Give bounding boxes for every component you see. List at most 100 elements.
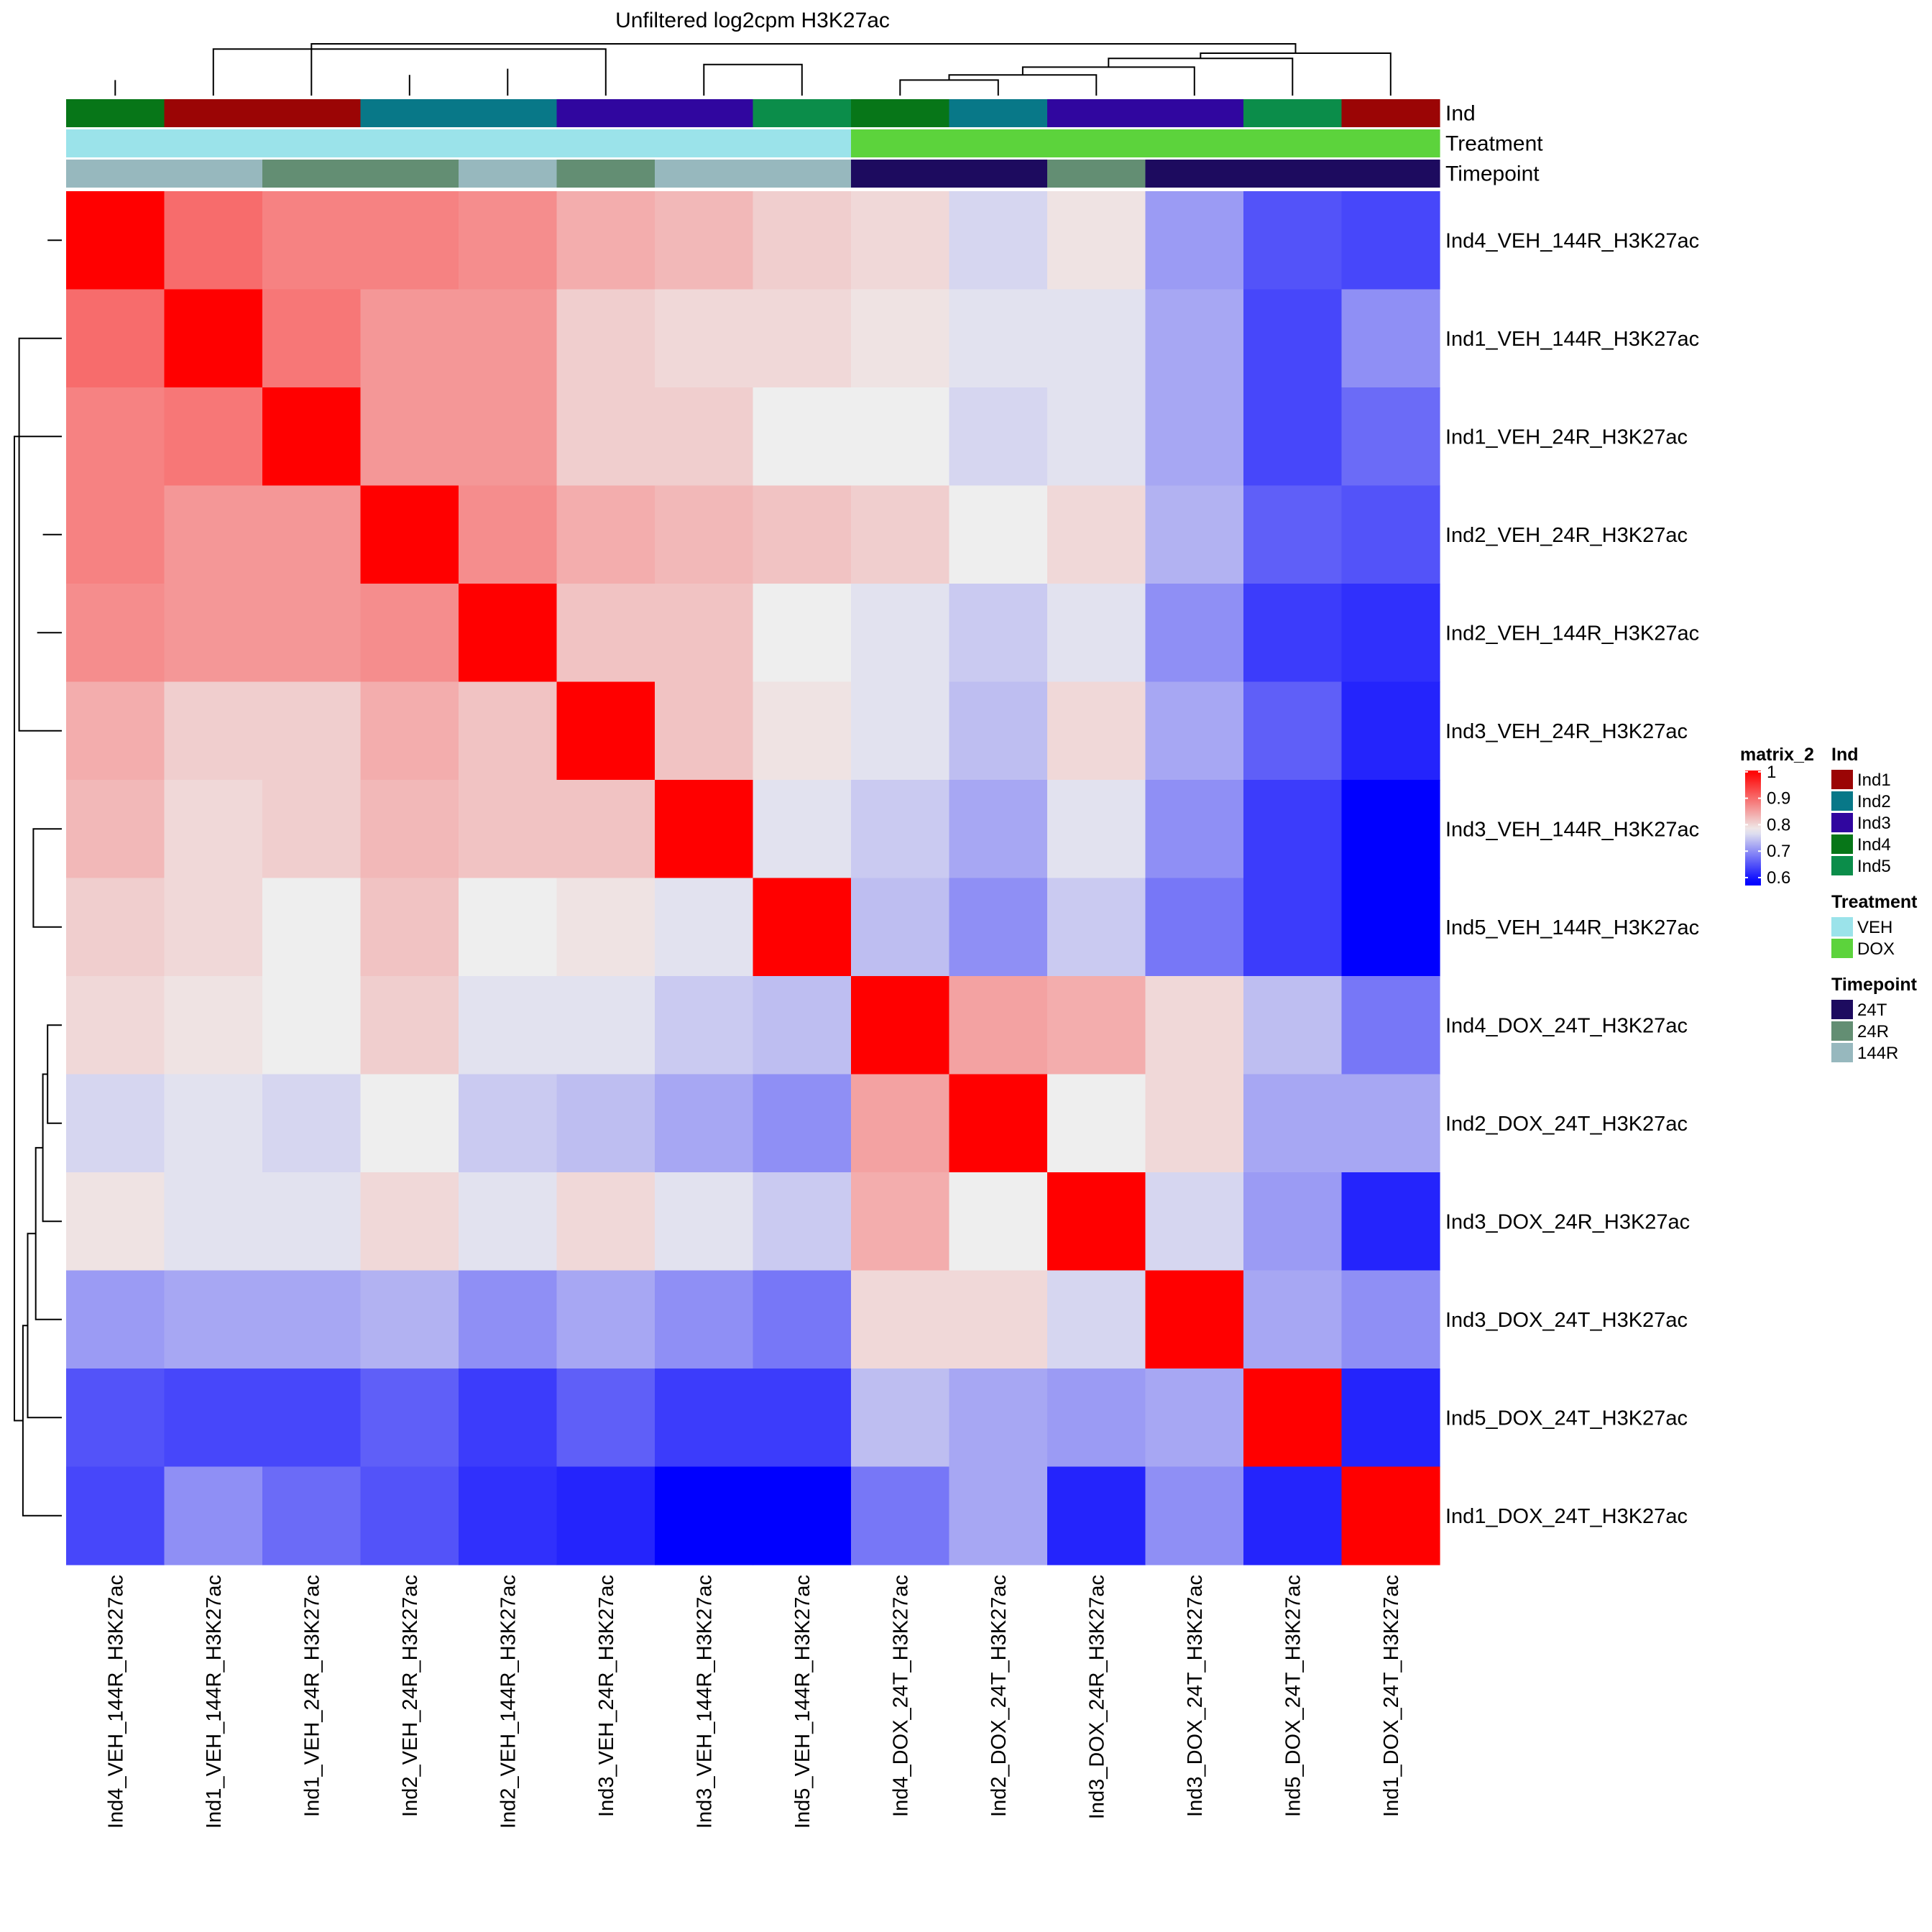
heatmap-cell-2-3 <box>360 387 459 487</box>
heatmap-cell-2-1 <box>164 387 263 487</box>
heatmap-cell-9-3 <box>360 1074 459 1173</box>
heatmap-cell-6-1 <box>164 780 263 879</box>
heatmap-cell-2-5 <box>556 387 656 487</box>
legend-swatch <box>1831 770 1853 789</box>
color-scale-tick-label: 0.7 <box>1767 842 1790 861</box>
heatmap-cell-3-0 <box>66 485 165 584</box>
annotation-treatment-cell <box>164 129 263 157</box>
heatmap-cell-1-7 <box>753 289 852 388</box>
heatmap-cell-10-2 <box>262 1172 362 1271</box>
heatmap-cell-8-6 <box>655 976 754 1075</box>
heatmap-cell-3-3 <box>360 485 459 584</box>
heatmap-cell-10-6 <box>655 1172 754 1271</box>
annotation-treatment-cell <box>360 129 459 157</box>
heatmap-cell-5-7 <box>753 681 852 781</box>
heatmap-cell-0-8 <box>851 191 950 290</box>
heatmap-cell-12-12 <box>1243 1368 1343 1468</box>
heatmap-cell-10-7 <box>753 1172 852 1271</box>
heatmap-cell-3-5 <box>556 485 656 584</box>
heatmap-cell-5-8 <box>851 681 950 781</box>
annotation-treatment-cell <box>851 129 950 157</box>
column-label: Ind4_DOX_24T_H3K27ac <box>889 1575 912 1817</box>
annotation-ind-cell <box>1047 99 1146 127</box>
heatmap-cell-10-8 <box>851 1172 950 1271</box>
heatmap-cell-11-5 <box>556 1270 656 1369</box>
heatmap-cell-6-5 <box>556 780 656 879</box>
annotation-treatment-cell <box>1145 129 1244 157</box>
row-label: Ind2_DOX_24T_H3K27ac <box>1445 1113 1688 1136</box>
dendrogram-branch <box>1200 52 1392 96</box>
legend-title: Ind <box>1831 745 1859 765</box>
heatmap-cell-1-9 <box>949 289 1048 388</box>
row-label: Ind3_VEH_144R_H3K27ac <box>1445 818 1699 841</box>
heatmap-cell-0-4 <box>459 191 558 290</box>
heatmap-cell-13-7 <box>753 1466 852 1565</box>
heatmap-cell-9-12 <box>1243 1074 1343 1173</box>
heatmap-cell-8-3 <box>360 976 459 1075</box>
annotation-timepoint-cell <box>360 160 459 188</box>
heatmap-cell-1-11 <box>1145 289 1244 388</box>
heatmap-cell-9-2 <box>262 1074 362 1173</box>
annotation-treatment-cell <box>1341 129 1440 157</box>
column-label: Ind3_VEH_144R_H3K27ac <box>693 1575 716 1828</box>
heatmap-cell-11-8 <box>851 1270 950 1369</box>
heatmap-cell-5-4 <box>459 681 558 781</box>
annotation-treatment-cell <box>753 129 852 157</box>
annotation-treatment-cell <box>556 129 656 157</box>
heatmap-cell-7-9 <box>949 878 1048 977</box>
heatmap-cell-11-12 <box>1243 1270 1343 1369</box>
heatmap-cell-12-4 <box>459 1368 558 1468</box>
heatmap-cell-5-0 <box>66 681 165 781</box>
color-scale-tick-label: 0.6 <box>1767 868 1790 888</box>
color-scale-tick-label: 1 <box>1767 763 1776 782</box>
heatmap-cell-3-2 <box>262 485 362 584</box>
heatmap-cell-1-13 <box>1341 289 1440 388</box>
color-scale-title: matrix_2 <box>1740 745 1814 765</box>
heatmap-cell-7-0 <box>66 878 165 977</box>
annotation-timepoint-cell <box>66 160 165 188</box>
annotation-ind-cell <box>164 99 263 127</box>
heatmap-cell-10-0 <box>66 1172 165 1271</box>
heatmap-cell-6-13 <box>1341 780 1440 879</box>
legend-label: DOX <box>1857 939 1895 959</box>
heatmap-cell-12-5 <box>556 1368 656 1468</box>
annotation-timepoint-cell <box>1145 160 1244 188</box>
heatmap-cell-9-8 <box>851 1074 950 1173</box>
dendrogram-branch <box>703 63 803 96</box>
heatmap-cell-4-7 <box>753 584 852 683</box>
heatmap-cell-1-6 <box>655 289 754 388</box>
row-dendrogram <box>14 240 62 1517</box>
legend-label: Ind4 <box>1857 835 1891 855</box>
column-label: Ind1_VEH_144R_H3K27ac <box>203 1575 226 1828</box>
heatmap-cell-11-11 <box>1145 1270 1244 1369</box>
heatmap-cell-4-6 <box>655 584 754 683</box>
heatmap-cell-12-3 <box>360 1368 459 1468</box>
heatmap-cell-13-13 <box>1341 1466 1440 1565</box>
dendrogram-branch <box>22 1325 62 1517</box>
heatmap-cell-5-11 <box>1145 681 1244 781</box>
heatmap-cell-13-0 <box>66 1466 165 1565</box>
heatmap-cell-12-7 <box>753 1368 852 1468</box>
column-label: Ind4_VEH_144R_H3K27ac <box>104 1575 127 1828</box>
legend-title: Timepoint <box>1831 975 1918 995</box>
annotation-track-label: Ind <box>1445 102 1476 126</box>
heatmap-cell-0-1 <box>164 191 263 290</box>
heatmap-cell-13-2 <box>262 1466 362 1565</box>
heatmap-cell-0-0 <box>66 191 165 290</box>
column-label: Ind5_VEH_144R_H3K27ac <box>791 1575 814 1828</box>
heatmap-cell-5-9 <box>949 681 1048 781</box>
row-label: Ind1_VEH_144R_H3K27ac <box>1445 328 1699 351</box>
heatmap-cell-11-0 <box>66 1270 165 1369</box>
heatmap-cell-7-12 <box>1243 878 1343 977</box>
heatmap-cell-13-9 <box>949 1466 1048 1565</box>
heatmap-cell-5-6 <box>655 681 754 781</box>
heatmap-cell-4-5 <box>556 584 656 683</box>
legend-label: VEH <box>1857 918 1892 937</box>
color-scale-tick-label: 0.8 <box>1767 815 1790 834</box>
legend-swatch <box>1831 813 1853 832</box>
heatmap-cell-2-0 <box>66 387 165 487</box>
row-label: Ind4_DOX_24T_H3K27ac <box>1445 1014 1688 1037</box>
heatmap-cell-3-13 <box>1341 485 1440 584</box>
heatmap-cell-6-8 <box>851 780 950 879</box>
heatmap-cell-0-7 <box>753 191 852 290</box>
